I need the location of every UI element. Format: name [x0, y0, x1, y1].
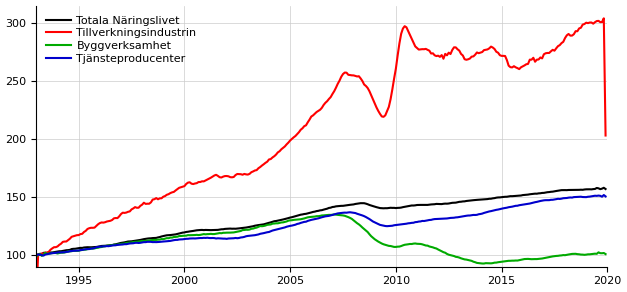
Byggverksamhet [602, 252, 609, 256]
Byggverksamhet [519, 258, 527, 261]
Tjänsteproducenter [419, 219, 426, 223]
Totala Näringslivet [515, 194, 523, 197]
Legend: Totala Näringslivet, Tillverkningsindustrin, Byggverksamhet, Tjänsteproducenter: Totala Näringslivet, Tillverkningsindust… [42, 11, 201, 68]
Tillverkningsindustrin [186, 180, 194, 184]
Byggverksamhet [115, 242, 123, 246]
Totala Näringslivet [115, 241, 123, 245]
Tjänsteproducenter [33, 253, 40, 257]
Tjänsteproducenter [517, 203, 525, 207]
Tillverkningsindustrin [567, 34, 574, 37]
Tjänsteproducenter [602, 195, 609, 198]
Line: Totala Näringslivet: Totala Näringslivet [36, 188, 606, 255]
Tjänsteproducenter [600, 193, 608, 197]
Tillverkningsindustrin [515, 67, 523, 71]
Totala Näringslivet [459, 200, 466, 203]
Tillverkningsindustrin [600, 17, 608, 20]
Byggverksamhet [570, 252, 577, 256]
Tjänsteproducenter [568, 196, 576, 199]
Tillverkningsindustrin [417, 48, 424, 51]
Tillverkningsindustrin [459, 54, 466, 57]
Line: Byggverksamhet: Byggverksamhet [36, 214, 606, 263]
Tillverkningsindustrin [115, 215, 123, 218]
Tjänsteproducenter [461, 214, 468, 218]
Totala Näringslivet [567, 188, 574, 192]
Tjänsteproducenter [187, 237, 195, 240]
Tillverkningsindustrin [602, 134, 609, 137]
Byggverksamhet [33, 255, 40, 258]
Tjänsteproducenter [117, 243, 125, 246]
Line: Tillverkningsindustrin: Tillverkningsindustrin [36, 18, 606, 292]
Byggverksamhet [186, 233, 194, 237]
Line: Tjänsteproducenter: Tjänsteproducenter [36, 195, 606, 256]
Byggverksamhet [419, 243, 426, 246]
Byggverksamhet [461, 258, 468, 261]
Totala Näringslivet [186, 230, 194, 233]
Totala Näringslivet [417, 203, 424, 207]
Byggverksamhet [480, 262, 488, 265]
Tjänsteproducenter [40, 254, 47, 257]
Totala Näringslivet [33, 253, 40, 257]
Totala Näringslivet [602, 187, 609, 191]
Totala Näringslivet [600, 186, 608, 190]
Byggverksamhet [330, 213, 338, 216]
